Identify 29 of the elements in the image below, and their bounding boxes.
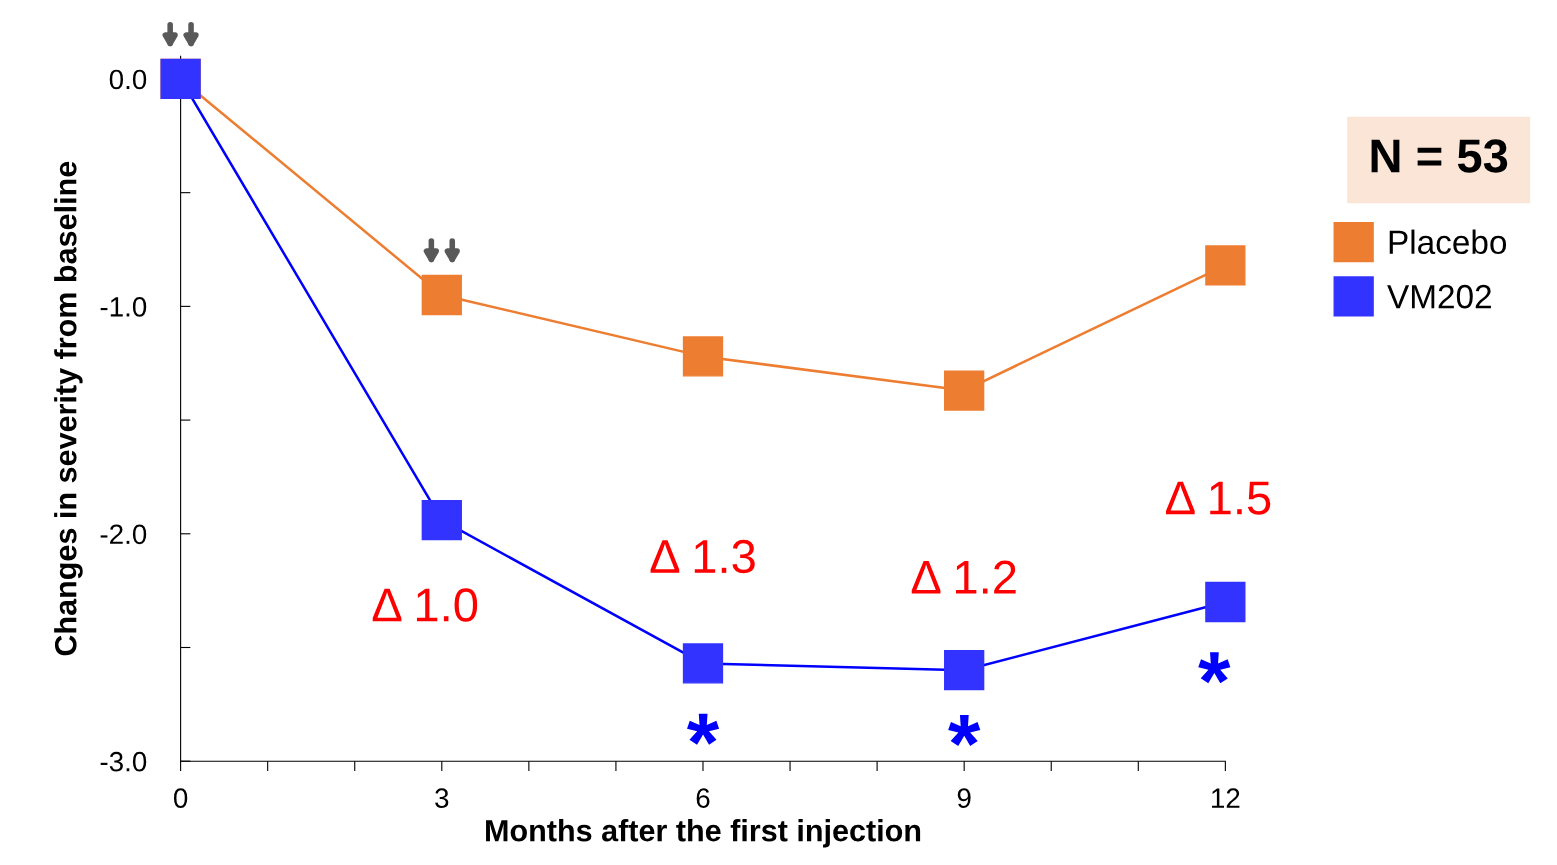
point	[682, 643, 724, 684]
y-tick-label: -3.0	[100, 751, 147, 772]
text: N = 53	[1371, 139, 1508, 173]
point	[421, 500, 462, 541]
x-tick-label: 3	[435, 788, 449, 808]
annotation: Δ 1.5	[1165, 481, 1271, 515]
annotation: Δ 1.0	[372, 588, 478, 622]
point	[944, 370, 985, 411]
legend-label: VM202	[1387, 284, 1491, 309]
annotation: *	[1198, 652, 1231, 684]
x-tick-label: 12	[1212, 788, 1240, 808]
annotation: *	[948, 715, 981, 747]
legend-label: Placebo	[1389, 229, 1507, 255]
x-tick-label: 9	[957, 788, 971, 808]
x-axis-title: Months after the first injection	[486, 819, 921, 848]
annotation: Δ 1.3	[650, 539, 755, 574]
y-tick-label: -1.0	[100, 297, 147, 317]
point	[421, 274, 462, 316]
point	[682, 336, 724, 377]
point	[1205, 245, 1246, 286]
point	[944, 650, 985, 691]
y-tick-label: -2.0	[100, 524, 147, 545]
point	[1205, 581, 1246, 623]
x-tick-label: 6	[696, 788, 710, 808]
x-tick-label: 0	[173, 788, 188, 808]
y-tick-label: 0.0	[109, 69, 147, 90]
annotation: *	[687, 713, 720, 745]
annotation: Δ 1.2	[911, 560, 1016, 594]
y-axis-title: Changes in severity from baseline	[54, 161, 83, 656]
